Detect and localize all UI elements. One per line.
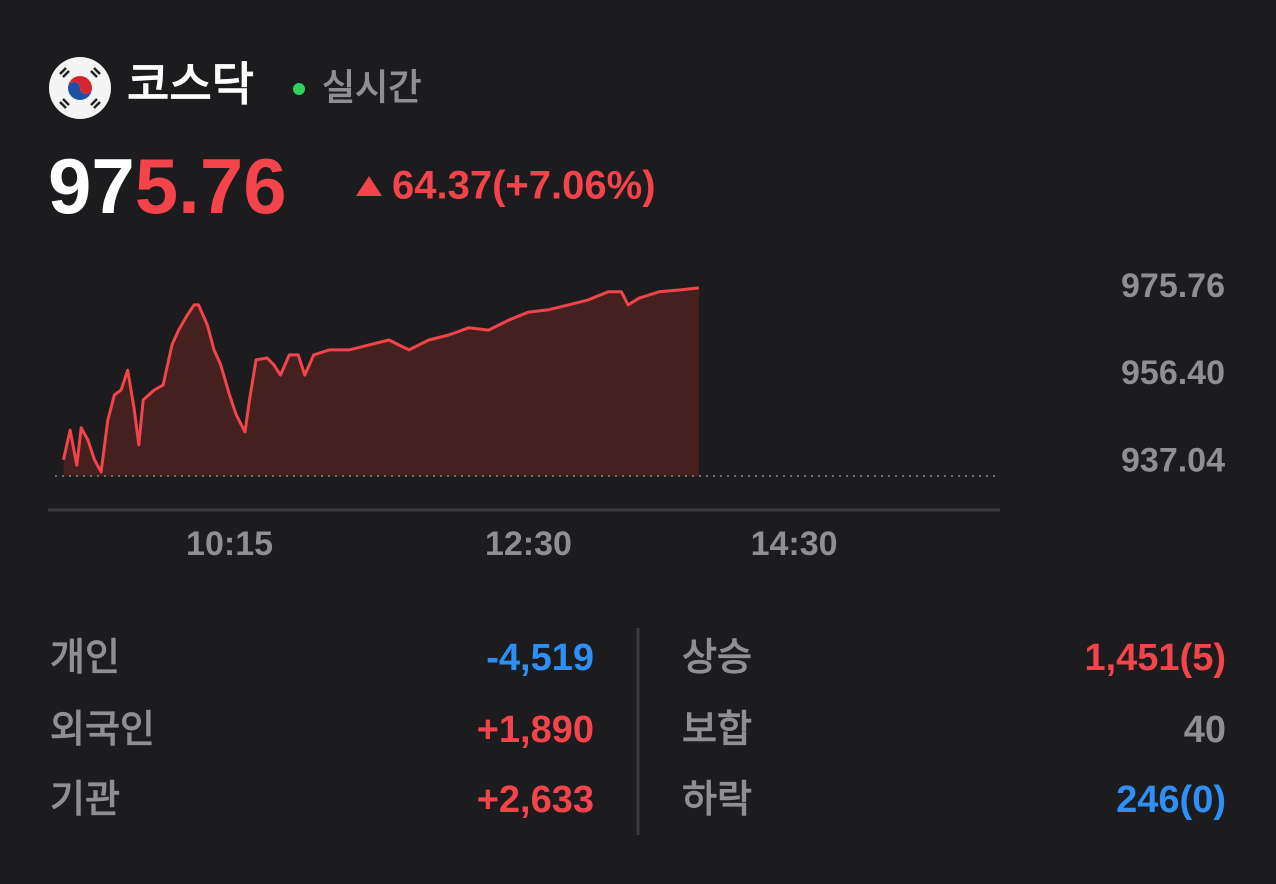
y-tick-label: 937.04 bbox=[1121, 441, 1225, 479]
live-dot bbox=[293, 83, 305, 95]
investor-value: +2,633 bbox=[477, 779, 594, 821]
price-change: 64.37(+7.06%) bbox=[392, 164, 656, 208]
market-table: 개인 -4,519 외국인 +1,890 기관 +2,633 상승 1,451(5) 보합 40 하… bbox=[50, 637, 1226, 821]
investor-label: 개인 bbox=[50, 637, 120, 679]
investor-label: 기관 bbox=[50, 779, 120, 821]
price-unchanged: 97 bbox=[48, 142, 135, 230]
breadth-label: 하락 bbox=[682, 779, 752, 821]
x-tick-label: 12:30 bbox=[485, 525, 572, 563]
area-fill bbox=[63, 287, 699, 476]
x-tick-label: 10:15 bbox=[186, 525, 273, 563]
price-changed: 5.76 bbox=[135, 142, 287, 230]
up-arrow bbox=[356, 176, 382, 196]
breadth-label: 상승 bbox=[682, 637, 752, 679]
breadth-value: 40 bbox=[1184, 709, 1226, 751]
investor-value: -4,519 bbox=[486, 637, 594, 679]
index-title: 코스닥 bbox=[127, 58, 254, 110]
y-tick-label: 975.76 bbox=[1121, 267, 1225, 305]
investor-value: +1,890 bbox=[477, 709, 594, 751]
breadth-label: 보합 bbox=[682, 709, 752, 751]
y-tick-label: 956.40 bbox=[1121, 354, 1225, 392]
flag-icon bbox=[49, 57, 111, 119]
price: 975.76 bbox=[48, 142, 287, 230]
investor-label: 외국인 bbox=[50, 709, 155, 751]
price-line bbox=[62, 286, 700, 474]
breadth-value: 246(0) bbox=[1116, 779, 1226, 821]
live-status: 실시간 bbox=[322, 67, 421, 108]
x-tick-label: 14:30 bbox=[751, 525, 838, 563]
chart: 975.76 956.40 937.04 10:15 12:30 14:30 bbox=[55, 267, 1225, 563]
breadth-value: 1,451(5) bbox=[1084, 637, 1226, 679]
